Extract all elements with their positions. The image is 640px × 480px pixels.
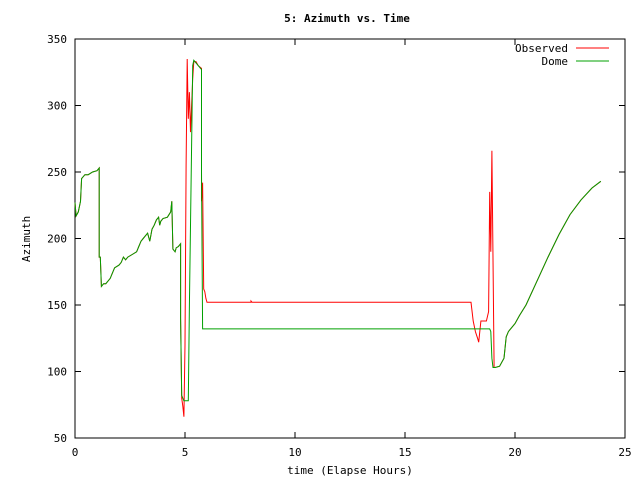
- legend-label: Observed: [515, 42, 568, 55]
- series-lines: [74, 58, 602, 417]
- x-axis-label: time (Elapse Hours): [287, 464, 413, 477]
- series-line-observed: [74, 58, 602, 417]
- x-tick-label: 20: [508, 446, 521, 459]
- y-tick-label: 100: [47, 366, 67, 379]
- x-tick-label: 25: [618, 446, 631, 459]
- axis-ticks: 0 5 10 15 20 25 50 100 150 200 250 300 350: [47, 33, 632, 459]
- legend-label: Dome: [542, 55, 569, 68]
- x-tick-label: 10: [288, 446, 301, 459]
- plot-frame: [74, 38, 626, 439]
- y-tick-label: 50: [54, 432, 67, 445]
- y-tick-label: 250: [47, 166, 67, 179]
- x-tick-label: 15: [398, 446, 411, 459]
- y-axis-label: Azimuth: [20, 216, 33, 262]
- y-tick-label: 300: [47, 100, 67, 113]
- chart-title: 5: Azimuth vs. Time: [284, 12, 410, 25]
- y-tick-label: 200: [47, 233, 67, 246]
- series-line-dome: [74, 59, 602, 402]
- y-tick-label: 350: [47, 33, 67, 46]
- x-tick-label: 0: [72, 446, 79, 459]
- y-tick-label: 150: [47, 299, 67, 312]
- x-tick-label: 5: [182, 446, 189, 459]
